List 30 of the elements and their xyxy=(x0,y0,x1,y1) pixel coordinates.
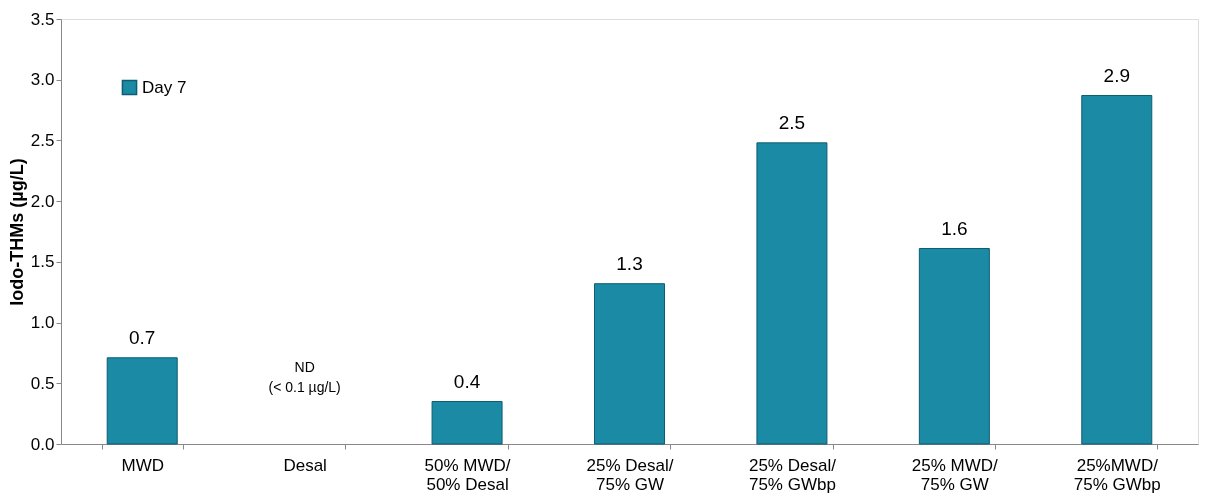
y-tick-label: 0.5 xyxy=(30,373,55,393)
bar xyxy=(106,357,178,445)
y-tick-label: 3.0 xyxy=(30,70,55,90)
y-tick-label: 0.0 xyxy=(30,434,55,454)
x-tick-label: 25%MWD/ 75% GWbp xyxy=(1073,455,1161,494)
data-label: 0.7 xyxy=(129,326,156,348)
x-tick-label: Desal xyxy=(283,455,327,475)
bar xyxy=(1081,95,1153,445)
data-label: 1.6 xyxy=(941,217,968,239)
y-tick-label: 1.5 xyxy=(30,252,55,272)
x-tick-label: MWD xyxy=(121,455,164,475)
annotation: ND (< 0.1 µg/L) xyxy=(268,358,341,395)
y-tick-label: 1.0 xyxy=(30,313,55,333)
bar xyxy=(756,142,828,445)
y-tick-label: 3.5 xyxy=(30,9,55,29)
y-tick-label: 2.5 xyxy=(30,130,55,150)
bar xyxy=(594,283,665,445)
x-tick-label: 50% MWD/ 50% Desal xyxy=(424,455,511,494)
y-axis-title: Iodo-THMs (µg/L) xyxy=(6,158,27,306)
x-tick-label: 25% Desal/ 75% GW xyxy=(586,455,674,494)
data-label: 2.5 xyxy=(778,111,806,133)
y-tick-label: 2.0 xyxy=(30,191,55,211)
data-label: 2.9 xyxy=(1103,64,1130,86)
x-tick-label: 25% MWD/ 75% GW xyxy=(911,455,999,494)
bar xyxy=(918,248,990,445)
legend-label: Day 7 xyxy=(142,77,187,97)
data-label: 1.3 xyxy=(616,252,643,274)
data-label: 0.4 xyxy=(453,370,481,392)
bar xyxy=(431,401,503,445)
x-tick-label: 25% Desal/ 75% GWbp xyxy=(748,455,837,494)
